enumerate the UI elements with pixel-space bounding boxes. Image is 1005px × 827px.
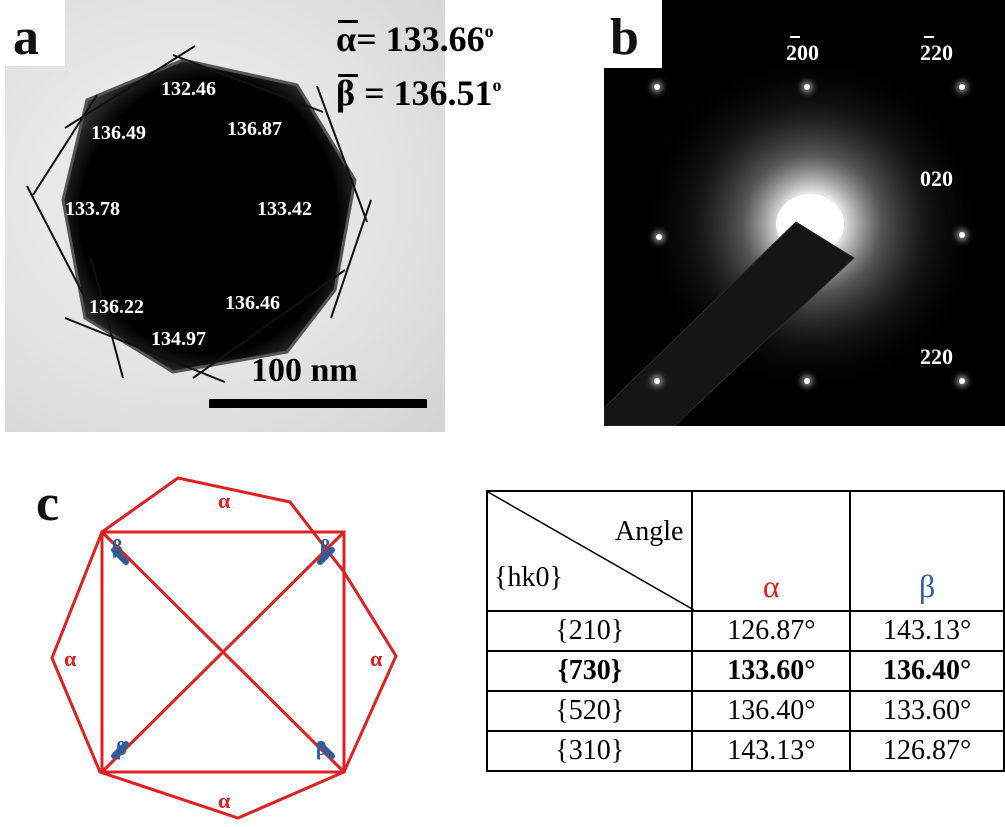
diffraction-drawing — [604, 49, 987, 426]
table-row: {520} 136.40° 133.60° — [485, 690, 1005, 732]
index-label-220: 220 — [920, 344, 953, 369]
alpha-cell: 136.40° — [691, 690, 852, 732]
tangent-line — [64, 45, 196, 129]
angle-label: 136.87 — [227, 118, 282, 140]
alpha-mean: α= 133.66o — [336, 19, 494, 59]
alpha-label: α — [218, 488, 231, 513]
overbar — [338, 20, 358, 23]
angle-label: 134.97 — [151, 328, 206, 350]
diagonal-divider — [488, 492, 694, 610]
panel-label-a: a — [13, 9, 39, 66]
index-label-020: 020 — [920, 166, 953, 191]
beta-mean-value: β = 136.51 — [336, 73, 493, 113]
table-row: {730} 133.60° 136.40° — [485, 650, 1005, 692]
octagonal-particle — [61, 58, 357, 374]
tangent-line — [64, 317, 226, 383]
angle-label: 132.46 — [161, 78, 216, 100]
table-row: {210} 126.87° 143.13° — [485, 610, 1005, 652]
overbar — [790, 36, 800, 38]
beta-cell: 133.60° — [849, 690, 1005, 732]
beta-marker — [317, 547, 335, 565]
hk-cell: {520} — [485, 690, 694, 732]
nanoparticle-drawing — [26, 45, 372, 383]
angle-label: 136.49 — [91, 122, 146, 144]
beta-cell: 136.40° — [849, 650, 1005, 692]
alpha-cell: 133.60° — [691, 650, 852, 692]
table-row: {310} 143.13° 126.87° — [485, 730, 1005, 772]
tangent-line — [90, 257, 124, 379]
tangent-line — [192, 269, 346, 379]
beta-label: β — [320, 536, 331, 558]
table-header-corner: Angle {hk0} — [485, 490, 694, 612]
diffraction-spot — [654, 378, 660, 384]
angle-label: 133.78 — [65, 198, 120, 220]
tangent-line — [172, 54, 324, 113]
alpha-cell: 126.87° — [691, 610, 852, 652]
alpha-mean-value: α= 133.66 — [336, 19, 485, 59]
diffraction-spot — [656, 234, 662, 240]
beta-label: β — [316, 738, 327, 760]
alpha-label: α — [370, 646, 383, 671]
panel-c-schematic: c α α α α β β β β — [0, 470, 460, 827]
index-label-220-top: 220 — [920, 40, 953, 65]
beta-marker — [317, 741, 335, 759]
tangent-line — [330, 199, 372, 319]
overbar — [338, 74, 358, 77]
alpha-symbol: α — [762, 567, 780, 604]
diffraction-spot — [959, 232, 965, 238]
octagon-schematic — [50, 476, 398, 820]
beta-mean: β = 136.51o — [336, 73, 502, 113]
beta-marker — [111, 741, 129, 759]
panel-label-b: b — [610, 9, 639, 66]
scale-bar — [209, 399, 427, 408]
octagon-outline — [50, 476, 398, 820]
alpha-label: α — [64, 646, 77, 671]
inner-square — [100, 530, 346, 774]
beta-cell: 126.87° — [849, 730, 1005, 772]
tangent-line — [32, 94, 98, 196]
tangent-line — [26, 185, 86, 299]
tangent-line — [316, 85, 368, 223]
panel-b-diffraction-pattern: b 200 220 020 220 — [604, 0, 1005, 426]
header-hk0: {hk0} — [494, 562, 563, 593]
beta-marker — [111, 547, 129, 565]
header-angle: Angle — [615, 516, 684, 547]
hk-cell: {730} — [485, 650, 694, 692]
hk-cell: {310} — [485, 730, 694, 772]
diffraction-spot — [804, 378, 810, 384]
diffraction-spot — [959, 84, 965, 90]
index-label-200: 200 — [786, 40, 819, 65]
angle-table: Angle {hk0} α β {210} 126.87° 143.13° {7… — [485, 490, 1005, 772]
beta-label: β — [112, 536, 123, 558]
panel-label-c: c — [36, 475, 60, 532]
angle-label: 136.46 — [225, 292, 280, 314]
beta-label: β — [116, 738, 127, 760]
diffraction-spot — [959, 378, 965, 384]
angle-label: 133.42 — [257, 198, 312, 220]
diagonal-line — [100, 530, 346, 774]
table-header-beta: β — [849, 490, 1005, 612]
hk-cell: {210} — [485, 610, 694, 652]
scale-bar-label: 100 nm — [251, 352, 358, 389]
angle-label: 136.22 — [89, 296, 144, 318]
beta-cell: 143.13° — [849, 610, 1005, 652]
beta-symbol: β — [918, 567, 936, 604]
overbar — [924, 36, 934, 38]
table-header-alpha: α — [691, 490, 852, 612]
alpha-cell: 143.13° — [691, 730, 852, 772]
diffraction-spot — [654, 84, 660, 90]
panel-a-tem-image: a 132.46 136.49 136.87 133.78 133.42 136… — [5, 0, 445, 432]
beam-stop — [604, 221, 855, 426]
diffraction-spot — [804, 84, 810, 90]
alpha-label: α — [218, 788, 231, 813]
